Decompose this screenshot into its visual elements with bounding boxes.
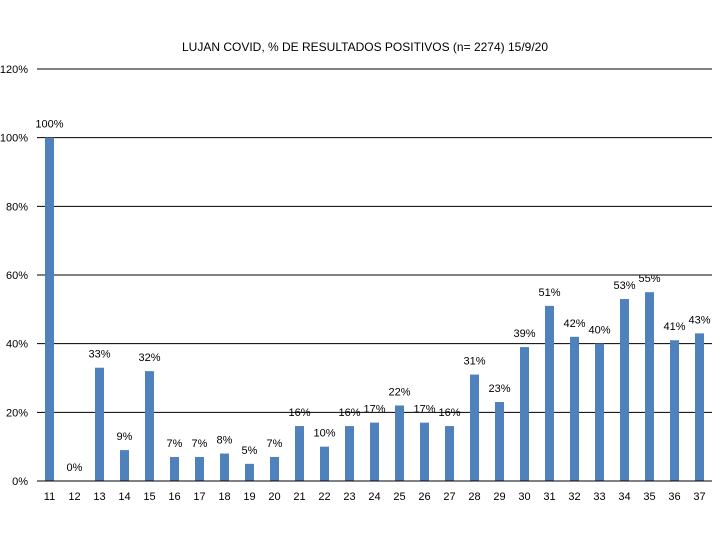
bar: [670, 340, 679, 481]
data-label: 100%: [35, 119, 63, 131]
y-tick-label: 120%: [0, 64, 28, 76]
x-tick-label: 37: [693, 491, 705, 503]
data-label: 17%: [413, 404, 435, 416]
data-label: 5%: [242, 445, 258, 457]
bar: [595, 343, 604, 481]
data-label: 8%: [217, 435, 233, 447]
y-tick-label: 40%: [6, 339, 28, 351]
bar: [345, 426, 354, 481]
x-tick-label: 21: [293, 491, 305, 503]
x-tick-label: 36: [668, 491, 680, 503]
data-label: 51%: [538, 287, 560, 299]
x-tick-label: 29: [493, 491, 505, 503]
x-tick-label: 14: [118, 491, 130, 503]
data-label: 42%: [563, 318, 585, 330]
bar: [270, 456, 279, 481]
bars: [45, 137, 704, 481]
x-tick-label: 19: [243, 491, 255, 503]
bar: [420, 422, 429, 481]
data-label: 16%: [288, 407, 310, 419]
bar: [695, 333, 704, 481]
x-tick-label: 17: [193, 491, 205, 503]
bar: [445, 426, 454, 481]
x-tick-label: 16: [168, 491, 180, 503]
bar: [545, 305, 554, 481]
bar: [120, 450, 129, 481]
x-tick-label: 27: [443, 491, 455, 503]
y-tick-label: 60%: [6, 270, 28, 282]
bar: [395, 405, 404, 481]
data-label: 40%: [588, 325, 610, 337]
data-label: 39%: [513, 328, 535, 340]
y-tick-label: 100%: [0, 133, 28, 145]
x-tick-label: 34: [618, 491, 630, 503]
data-label: 7%: [192, 438, 208, 450]
bar: [570, 336, 579, 481]
data-label: 23%: [488, 383, 510, 395]
data-label: 55%: [638, 273, 660, 285]
bar: [95, 367, 104, 481]
x-tick-label: 31: [543, 491, 555, 503]
x-tick-label: 30: [518, 491, 530, 503]
x-tick-label: 11: [44, 491, 55, 503]
bar: [170, 456, 179, 481]
y-tick-label: 80%: [6, 201, 28, 213]
data-label: 33%: [88, 349, 110, 361]
bar: [145, 371, 154, 481]
bar: [245, 463, 254, 481]
data-label: 9%: [117, 431, 133, 443]
bar: [295, 426, 304, 481]
x-tick-label: 35: [643, 491, 655, 503]
y-tick-label: 0%: [12, 476, 28, 488]
data-label: 17%: [363, 404, 385, 416]
data-label: 16%: [338, 407, 360, 419]
x-tick-label: 13: [93, 491, 105, 503]
data-label: 10%: [313, 428, 335, 440]
x-tick-label: 24: [368, 491, 380, 503]
bar: [220, 453, 229, 481]
x-tick-label: 25: [393, 491, 405, 503]
chart-title: LUJAN COVID, % DE RESULTADOS POSITIVOS (…: [182, 40, 548, 54]
data-label: 53%: [613, 280, 635, 292]
bar: [370, 422, 379, 481]
bar: [195, 456, 204, 481]
bar: [495, 402, 504, 481]
x-axis: 11 12 13 14 15 16 17 18 19 20 21 22 23 24 25 26 27 28 29 30…: [44, 491, 706, 503]
data-label: 22%: [388, 386, 410, 398]
bar: [320, 446, 329, 481]
bar: [620, 299, 629, 481]
x-tick-label: 32: [568, 491, 580, 503]
x-tick-label: 23: [343, 491, 355, 503]
data-label: 0%: [67, 462, 83, 474]
data-label: 16%: [438, 407, 460, 419]
data-label: 43%: [688, 314, 710, 326]
x-tick-label: 18: [218, 491, 230, 503]
x-tick-label: 15: [143, 491, 155, 503]
x-tick-label: 20: [268, 491, 280, 503]
y-axis: 0% 20% 40% 60% 80% 100% 120%: [0, 64, 28, 488]
bar: [645, 292, 654, 481]
y-tick-label: 20%: [6, 407, 28, 419]
data-labels: 100%0%33%9%32%7% 7% 8%5%7%16%10%16% 17%22%1…: [35, 119, 710, 474]
x-tick-label: 12: [68, 491, 80, 503]
x-tick-label: 28: [468, 491, 480, 503]
bar: [520, 347, 529, 481]
x-tick-label: 26: [418, 491, 430, 503]
x-tick-label: 22: [318, 491, 330, 503]
data-label: 31%: [463, 356, 485, 368]
data-label: 41%: [663, 321, 685, 333]
x-tick-label: 33: [593, 491, 605, 503]
data-label: 7%: [167, 438, 183, 450]
bar: [45, 137, 54, 481]
data-label: 7%: [267, 438, 283, 450]
bar: [470, 374, 479, 481]
data-label: 32%: [138, 352, 160, 364]
